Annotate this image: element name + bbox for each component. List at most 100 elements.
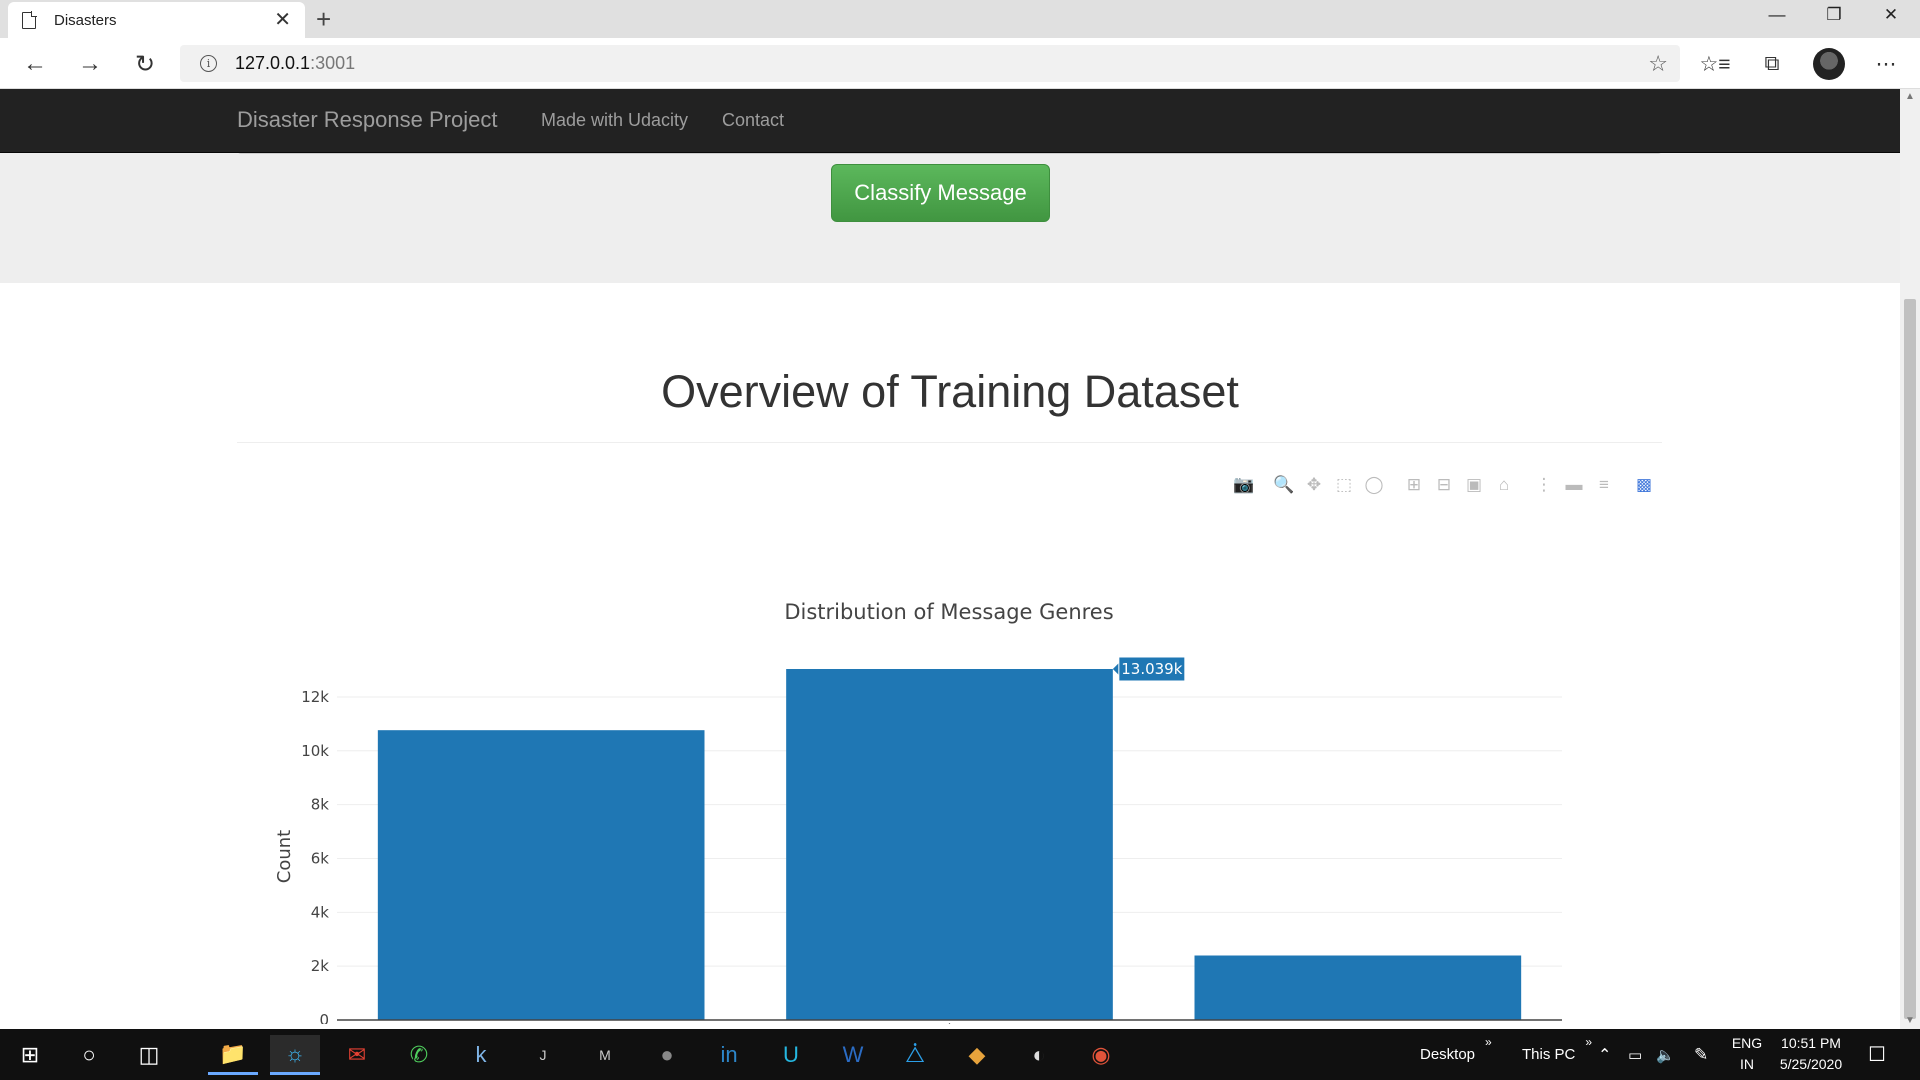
hover-closest-icon[interactable]: ▬ bbox=[1565, 475, 1583, 494]
bar bbox=[1194, 955, 1522, 1020]
divider bbox=[237, 442, 1662, 443]
show-hidden-icon[interactable]: ⌃ bbox=[1598, 1046, 1612, 1064]
browser-tab[interactable]: Disasters ✕ bbox=[8, 2, 305, 38]
classify-message-button[interactable]: Classify Message bbox=[831, 164, 1050, 222]
y-tick-label: 12k bbox=[301, 688, 329, 706]
nav-link-contact[interactable]: Contact bbox=[722, 110, 785, 130]
anaconda-icon[interactable]: ◐ bbox=[1032, 1042, 1046, 1067]
pen-icon[interactable]: ✎ bbox=[1694, 1044, 1709, 1064]
back-icon[interactable]: ← bbox=[23, 50, 47, 77]
url-field[interactable]: i 127.0.0.1:3001 ☆ bbox=[180, 45, 1680, 82]
lasso-icon[interactable]: ◯ bbox=[1364, 475, 1384, 494]
zoom-out-icon[interactable]: ⊟ bbox=[1436, 475, 1452, 494]
j-app-icon[interactable]: J bbox=[539, 1047, 547, 1063]
chart-title: Distribution of Message Genres bbox=[784, 600, 1113, 624]
word-icon[interactable]: W bbox=[842, 1042, 864, 1067]
hover-value-label: 13.039k bbox=[1121, 660, 1182, 678]
navbar: Disaster Response Project Made with Udac… bbox=[0, 89, 1900, 153]
scroll-down-icon[interactable]: ▼ bbox=[1905, 1015, 1915, 1026]
favorites-icon[interactable]: ☆≡ bbox=[1699, 52, 1731, 76]
tab-title: Disasters bbox=[54, 11, 117, 29]
clock-date: 5/25/2020 bbox=[1779, 1056, 1843, 1072]
bar bbox=[786, 669, 1113, 1020]
spike-lines-icon[interactable]: ⋮ bbox=[1535, 475, 1553, 494]
page-viewport: Classify Message Disaster Response Proje… bbox=[0, 89, 1900, 1029]
nav-link-udacity[interactable]: Made with Udacity bbox=[541, 110, 689, 130]
y-tick-label: 10k bbox=[301, 742, 329, 760]
clock-time: 10:51 PM bbox=[1781, 1035, 1841, 1051]
k-app-icon[interactable]: k bbox=[475, 1042, 487, 1067]
lang-bottom: IN bbox=[1740, 1056, 1754, 1072]
hover-compare-icon[interactable]: ≡ bbox=[1599, 475, 1609, 494]
notifications-icon[interactable]: ☐ bbox=[1868, 1044, 1886, 1066]
battery-icon[interactable]: ▭ bbox=[1628, 1046, 1643, 1064]
plotly-logo-icon[interactable]: ▩ bbox=[1635, 475, 1653, 494]
hover-value-box bbox=[1118, 656, 1186, 682]
box-select-icon[interactable]: ⬚ bbox=[1335, 475, 1353, 494]
m-app-icon[interactable]: M bbox=[599, 1047, 611, 1063]
bar bbox=[377, 730, 705, 1020]
new-tab-button[interactable]: + bbox=[316, 4, 332, 34]
task-view-icon[interactable]: ◫ bbox=[138, 1042, 160, 1067]
refresh-icon[interactable]: ↻ bbox=[134, 50, 156, 78]
info-icon[interactable]: i bbox=[200, 55, 217, 72]
zoom-in-icon[interactable]: ⊞ bbox=[1406, 475, 1422, 494]
url-host: 127.0.0.1 bbox=[235, 53, 311, 73]
reset-axes-icon[interactable]: ⌂ bbox=[1498, 475, 1510, 494]
edge-browser-icon[interactable]: ☼ bbox=[270, 1035, 320, 1075]
chevron-icon: » bbox=[1585, 1035, 1593, 1049]
zoom-icon[interactable]: 🔍 bbox=[1273, 475, 1295, 494]
more-icon[interactable]: ⋯ bbox=[1875, 52, 1897, 76]
volume-icon[interactable]: 🔈 bbox=[1656, 1046, 1675, 1064]
linkedin-icon[interactable]: in bbox=[720, 1042, 738, 1067]
address-bar: ← → ↻ i 127.0.0.1:3001 ☆ ☆≡ ⧉ ⋯ bbox=[0, 38, 1920, 89]
y-tick-label: 0 bbox=[319, 1011, 329, 1024]
github-icon[interactable]: ● bbox=[660, 1042, 674, 1067]
y-axis-title: Count bbox=[274, 830, 295, 883]
whatsapp-icon[interactable]: ✆ bbox=[409, 1042, 429, 1067]
clock[interactable]: 10:51 PM 5/25/2020 bbox=[1761, 1033, 1861, 1075]
browser-tabstrip: Disasters ✕ + — ❐ ✕ bbox=[0, 0, 1920, 38]
chrome-icon[interactable]: ◉ bbox=[1091, 1042, 1111, 1067]
forward-icon[interactable]: → bbox=[78, 50, 102, 77]
tray-thispc-label: This PC bbox=[1522, 1046, 1576, 1063]
search-icon[interactable]: ○ bbox=[82, 1042, 96, 1067]
hover-category-pointer bbox=[948, 1023, 951, 1024]
chart-modebar: 📷 🔍 ✥ ⬚ ◯ ⊞ ⊟ ▣ ⌂ ⋮ ▬ ≡ ▩ bbox=[0, 474, 1900, 496]
scroll-up-icon[interactable]: ▲ bbox=[1905, 91, 1915, 102]
collections-icon[interactable]: ⧉ bbox=[1764, 52, 1780, 75]
page-icon bbox=[22, 10, 37, 29]
restore-button[interactable]: ❐ bbox=[1826, 5, 1842, 24]
camera-icon[interactable]: 📷 bbox=[1233, 475, 1255, 494]
favorite-star-icon[interactable]: ☆ bbox=[1648, 51, 1668, 76]
tray-desktop[interactable]: Desktop » bbox=[1420, 1029, 1492, 1080]
tab-close-icon[interactable]: ✕ bbox=[274, 9, 291, 31]
url-port: :3001 bbox=[310, 53, 356, 73]
vscode-icon[interactable]: ⧊ bbox=[905, 1042, 925, 1067]
y-tick-label: 6k bbox=[311, 849, 330, 867]
autoscale-icon[interactable]: ▣ bbox=[1465, 475, 1483, 494]
page-title: Overview of Training Dataset bbox=[661, 366, 1239, 417]
genre-bar-chart: Distribution of Message Genres 0 2k 4k 6k 8k 1… bbox=[237, 494, 1662, 1024]
chart-svg: Distribution of Message Genres 0 2k 4k 6k 8k 1… bbox=[274, 600, 1562, 1024]
git-icon[interactable]: ◆ bbox=[968, 1042, 986, 1067]
tray-thispc[interactable]: This PC » bbox=[1522, 1029, 1592, 1080]
window-close-button[interactable]: ✕ bbox=[1883, 5, 1899, 24]
navbar-brand[interactable]: Disaster Response Project bbox=[237, 107, 498, 132]
y-tick-label: 8k bbox=[311, 796, 330, 814]
tray-desktop-label: Desktop bbox=[1420, 1046, 1476, 1063]
gmail-icon[interactable]: ✉ bbox=[347, 1042, 367, 1067]
start-icon[interactable]: ⊞ bbox=[20, 1042, 40, 1067]
file-explorer-icon[interactable]: 📁 bbox=[208, 1035, 258, 1075]
y-tick-label: 4k bbox=[311, 903, 330, 921]
page-scrollbar[interactable]: ▲ ▼ bbox=[1900, 89, 1920, 1029]
language-indicator[interactable]: ENG IN bbox=[1724, 1033, 1770, 1075]
hover-pointer bbox=[1112, 663, 1119, 675]
lang-top: ENG bbox=[1731, 1035, 1763, 1051]
profile-avatar[interactable] bbox=[1813, 48, 1845, 80]
scrollbar-thumb[interactable] bbox=[1904, 299, 1916, 1019]
minimize-button[interactable]: — bbox=[1768, 5, 1786, 24]
pan-icon[interactable]: ✥ bbox=[1306, 475, 1322, 494]
udacity-icon[interactable]: U bbox=[783, 1042, 799, 1067]
y-tick-label: 2k bbox=[311, 957, 330, 975]
